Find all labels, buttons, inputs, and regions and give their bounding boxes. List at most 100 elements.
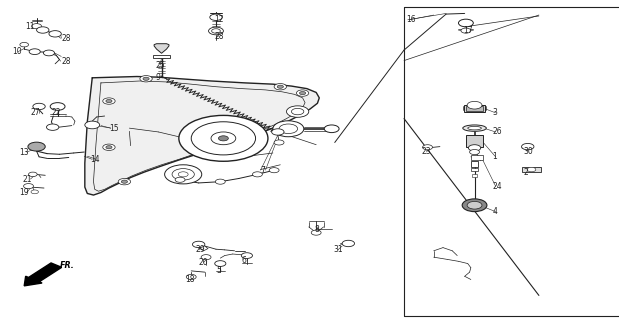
- Circle shape: [467, 101, 482, 109]
- Circle shape: [342, 240, 355, 247]
- Bar: [471, 155, 482, 160]
- Circle shape: [211, 132, 236, 145]
- Text: 19: 19: [19, 188, 29, 197]
- Text: 2: 2: [523, 168, 528, 177]
- Polygon shape: [154, 44, 169, 53]
- Bar: [464, 105, 485, 112]
- Bar: [471, 161, 478, 167]
- Circle shape: [191, 122, 255, 155]
- Circle shape: [423, 145, 433, 150]
- Text: 25: 25: [156, 60, 165, 69]
- Text: 31: 31: [334, 245, 343, 254]
- Text: 12: 12: [214, 15, 224, 24]
- Bar: [471, 168, 477, 172]
- Circle shape: [118, 179, 131, 185]
- Circle shape: [103, 144, 115, 150]
- Circle shape: [20, 43, 29, 47]
- Text: 13: 13: [19, 148, 29, 156]
- Text: FR.: FR.: [60, 261, 75, 270]
- Circle shape: [252, 172, 262, 177]
- Circle shape: [467, 201, 482, 209]
- Bar: [466, 134, 483, 147]
- Text: 14: 14: [91, 155, 100, 164]
- Circle shape: [24, 184, 33, 189]
- Circle shape: [274, 140, 284, 145]
- Circle shape: [269, 168, 279, 173]
- Bar: [522, 167, 541, 172]
- Text: 26: 26: [492, 127, 502, 136]
- Circle shape: [527, 167, 536, 172]
- Circle shape: [192, 241, 205, 248]
- Circle shape: [186, 274, 196, 279]
- Text: 11: 11: [25, 22, 35, 31]
- Text: 8: 8: [315, 225, 320, 234]
- Circle shape: [103, 98, 115, 104]
- Circle shape: [215, 179, 225, 184]
- Text: 17: 17: [463, 26, 473, 35]
- Bar: [153, 54, 170, 58]
- Circle shape: [273, 121, 304, 137]
- Bar: [472, 174, 477, 177]
- Circle shape: [85, 121, 100, 129]
- Circle shape: [277, 85, 283, 88]
- Circle shape: [201, 255, 211, 260]
- Circle shape: [165, 165, 202, 184]
- Polygon shape: [85, 76, 319, 195]
- Circle shape: [37, 27, 49, 33]
- Circle shape: [241, 253, 252, 259]
- Circle shape: [172, 169, 194, 180]
- Text: 29: 29: [195, 245, 205, 254]
- Text: 22: 22: [51, 108, 61, 117]
- Circle shape: [218, 136, 228, 141]
- Bar: [466, 106, 483, 111]
- Circle shape: [122, 180, 128, 183]
- Text: 30: 30: [523, 147, 533, 156]
- Circle shape: [468, 145, 481, 151]
- Circle shape: [286, 106, 309, 117]
- Circle shape: [140, 76, 153, 82]
- Text: 5: 5: [216, 266, 221, 276]
- Text: 18: 18: [185, 275, 195, 284]
- Text: 21: 21: [22, 175, 32, 184]
- Circle shape: [324, 125, 339, 132]
- Ellipse shape: [463, 125, 486, 131]
- Circle shape: [178, 172, 188, 177]
- Circle shape: [143, 77, 149, 80]
- Circle shape: [50, 103, 65, 110]
- Text: 24: 24: [492, 182, 502, 191]
- Circle shape: [469, 149, 479, 155]
- Circle shape: [458, 19, 473, 27]
- Circle shape: [210, 14, 222, 20]
- Text: 9: 9: [156, 73, 160, 82]
- Circle shape: [31, 190, 38, 194]
- Circle shape: [272, 129, 284, 135]
- Circle shape: [179, 116, 268, 161]
- Circle shape: [208, 27, 223, 35]
- Circle shape: [46, 124, 59, 130]
- Text: 28: 28: [61, 57, 71, 66]
- Text: 20: 20: [198, 258, 208, 267]
- Circle shape: [299, 92, 306, 95]
- Text: 15: 15: [109, 124, 118, 132]
- Text: 28: 28: [61, 34, 71, 43]
- Text: 6: 6: [242, 256, 247, 265]
- Circle shape: [311, 230, 321, 235]
- Text: 7: 7: [260, 166, 265, 175]
- Circle shape: [279, 124, 298, 133]
- Circle shape: [106, 100, 112, 103]
- Circle shape: [462, 199, 487, 212]
- Text: 10: 10: [12, 47, 22, 56]
- Circle shape: [29, 49, 40, 54]
- Circle shape: [211, 29, 220, 33]
- Circle shape: [49, 31, 61, 37]
- Circle shape: [29, 172, 37, 177]
- Circle shape: [291, 108, 304, 115]
- Circle shape: [175, 177, 185, 182]
- Circle shape: [461, 28, 471, 33]
- Circle shape: [106, 146, 112, 149]
- Text: 28: 28: [214, 32, 224, 41]
- Circle shape: [296, 90, 309, 96]
- Circle shape: [32, 24, 42, 29]
- Circle shape: [28, 142, 45, 151]
- Text: 27: 27: [30, 108, 40, 117]
